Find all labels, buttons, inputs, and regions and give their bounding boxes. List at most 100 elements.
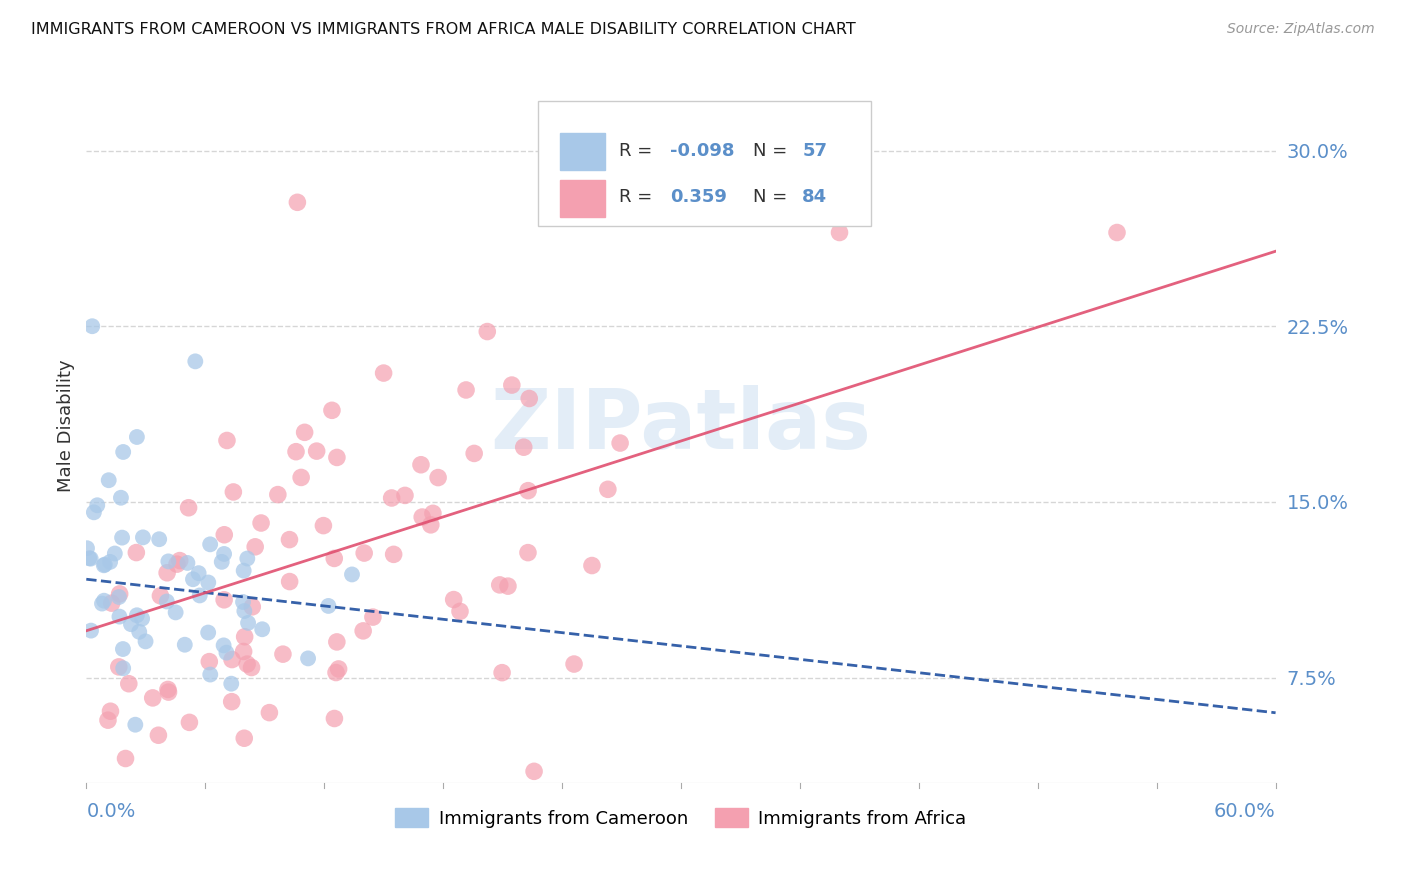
- Point: [93, 593, 115, 607]
- Point: [285, 444, 308, 458]
- Point: [491, 665, 513, 680]
- Point: [828, 226, 851, 240]
- Point: [233, 604, 256, 618]
- Point: [596, 483, 619, 497]
- Point: [197, 575, 219, 590]
- Point: [108, 609, 131, 624]
- Point: [114, 751, 136, 765]
- Point: [409, 458, 432, 472]
- Point: [112, 661, 135, 675]
- Legend: Immigrants from Cameroon, Immigrants from Africa: Immigrants from Cameroon, Immigrants fro…: [388, 801, 974, 835]
- Point: [104, 547, 127, 561]
- Point: [179, 715, 201, 730]
- Point: [513, 440, 536, 454]
- Point: [156, 594, 179, 608]
- Point: [125, 430, 148, 444]
- Point: [110, 491, 132, 505]
- Text: 0.359: 0.359: [671, 188, 727, 206]
- Text: 57: 57: [803, 142, 827, 160]
- Point: [609, 436, 631, 450]
- Point: [232, 595, 254, 609]
- Point: [212, 592, 235, 607]
- Point: [83, 505, 105, 519]
- Point: [111, 642, 134, 657]
- Point: [76, 541, 98, 556]
- Point: [108, 587, 131, 601]
- Point: [353, 546, 375, 560]
- Point: [100, 596, 122, 610]
- Point: [328, 662, 350, 676]
- Point: [97, 473, 120, 487]
- Point: [236, 615, 259, 630]
- Point: [111, 531, 134, 545]
- Point: [128, 624, 150, 639]
- Point: [419, 517, 441, 532]
- Point: [98, 555, 121, 569]
- Point: [243, 540, 266, 554]
- Point: [169, 553, 191, 567]
- Bar: [560, 179, 605, 217]
- Point: [477, 325, 499, 339]
- Point: [373, 366, 395, 380]
- Point: [142, 690, 165, 705]
- Point: [233, 630, 256, 644]
- Point: [236, 551, 259, 566]
- Point: [91, 597, 114, 611]
- Point: [297, 651, 319, 665]
- Point: [187, 566, 209, 581]
- Point: [219, 676, 242, 690]
- Text: -0.098: -0.098: [671, 142, 735, 160]
- Point: [221, 695, 243, 709]
- Point: [112, 445, 135, 459]
- Point: [323, 711, 346, 725]
- Point: [156, 566, 179, 580]
- Point: [325, 665, 347, 680]
- Point: [215, 646, 238, 660]
- Text: R =: R =: [619, 142, 658, 160]
- Point: [278, 533, 301, 547]
- Point: [212, 639, 235, 653]
- Point: [271, 647, 294, 661]
- Point: [108, 660, 131, 674]
- Point: [517, 392, 540, 406]
- Point: [222, 485, 245, 500]
- Point: [77, 551, 100, 566]
- Point: [422, 506, 444, 520]
- Point: [287, 195, 309, 210]
- Point: [82, 319, 104, 334]
- Point: [131, 612, 153, 626]
- Point: [1105, 226, 1128, 240]
- Point: [340, 567, 363, 582]
- Point: [211, 555, 233, 569]
- Text: 0.0%: 0.0%: [86, 802, 135, 821]
- Point: [94, 558, 117, 572]
- Point: [188, 589, 211, 603]
- Point: [197, 625, 219, 640]
- Text: N =: N =: [754, 188, 793, 206]
- Point: [214, 528, 236, 542]
- Y-axis label: Male Disability: Male Disability: [58, 359, 75, 492]
- Point: [411, 510, 433, 524]
- Point: [290, 470, 312, 484]
- Point: [200, 667, 222, 681]
- Text: 84: 84: [803, 188, 827, 206]
- Point: [321, 403, 343, 417]
- Point: [93, 558, 115, 573]
- Text: N =: N =: [754, 142, 793, 160]
- Point: [305, 444, 328, 458]
- Point: [240, 660, 263, 674]
- Point: [501, 378, 523, 392]
- Point: [454, 383, 477, 397]
- Point: [132, 530, 155, 544]
- Text: R =: R =: [619, 188, 658, 206]
- Point: [318, 599, 340, 613]
- Point: [236, 657, 259, 671]
- Text: ZIPatlas: ZIPatlas: [491, 385, 872, 467]
- Point: [156, 682, 179, 697]
- Point: [233, 731, 256, 746]
- Point: [125, 608, 148, 623]
- Point: [278, 574, 301, 589]
- Point: [215, 434, 238, 448]
- Point: [166, 557, 188, 571]
- Point: [427, 470, 450, 484]
